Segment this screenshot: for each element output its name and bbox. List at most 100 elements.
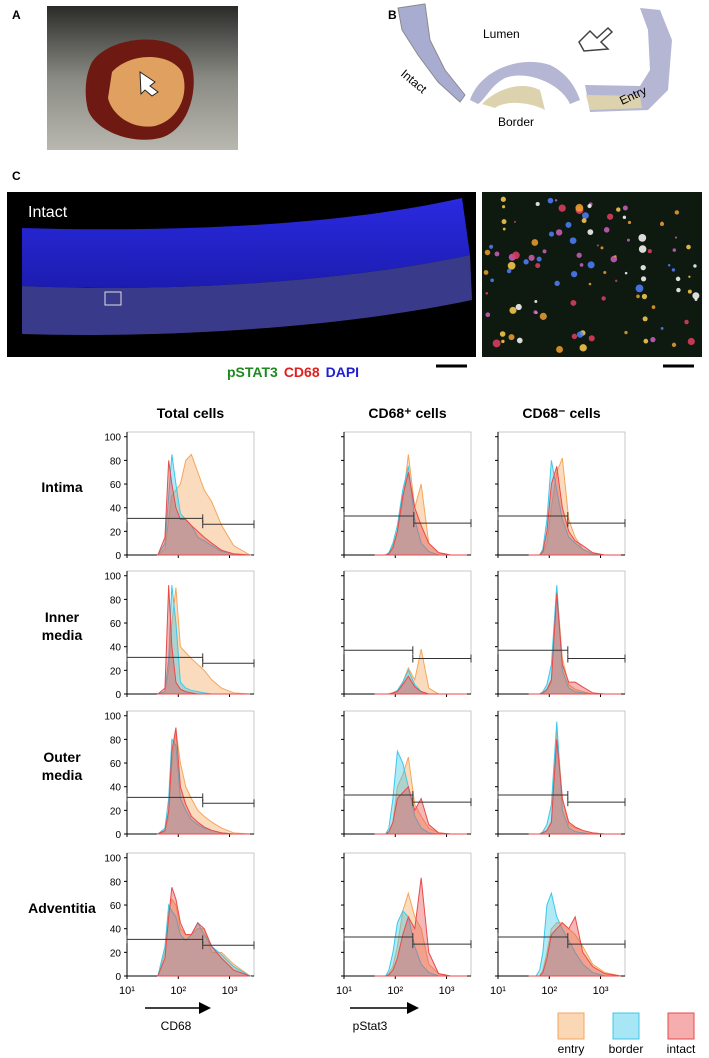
photo-a <box>47 6 238 150</box>
y-tick-label: 0 <box>115 690 121 701</box>
cell-dot <box>684 319 689 325</box>
cell-dot <box>627 220 632 225</box>
y-tick-label: 0 <box>115 830 121 841</box>
gate <box>202 941 255 950</box>
axis-label: pStat3 <box>353 1019 388 1033</box>
histogram-area <box>374 648 467 695</box>
cell-dot <box>513 220 516 223</box>
histogram-area <box>528 891 621 977</box>
y-tick-label: 80 <box>110 877 122 888</box>
cell-dot <box>508 334 515 341</box>
legend-label: border <box>609 1042 644 1056</box>
y-tick-label: 80 <box>110 735 122 746</box>
gate <box>202 520 255 529</box>
cell-dot <box>667 264 671 267</box>
cell-dot <box>535 201 540 207</box>
legend-label: intact <box>667 1042 696 1056</box>
row-label: Inner <box>45 609 80 625</box>
cell-dot <box>588 282 592 286</box>
cell-dot <box>533 310 538 315</box>
histogram-area <box>528 593 621 695</box>
gate <box>343 932 414 941</box>
histogram-area <box>374 472 467 556</box>
y-tick-label: 80 <box>110 456 122 467</box>
cell-dot <box>601 296 606 301</box>
cell-dot <box>693 264 697 268</box>
cell-dot <box>624 330 628 335</box>
cell-dot <box>555 229 563 236</box>
cell-dot <box>569 237 577 245</box>
x-tick-label: 10³ <box>439 985 455 997</box>
row-label: media <box>42 627 83 643</box>
axis-label: CD68 <box>161 1019 192 1033</box>
y-tick-label: 100 <box>104 854 121 865</box>
y-tick-label: 100 <box>104 572 121 583</box>
histogram-area <box>528 721 621 835</box>
cell-dot <box>643 338 649 344</box>
y-tick-label: 40 <box>110 643 122 654</box>
cell-dot <box>554 199 558 202</box>
gate <box>567 519 626 528</box>
histogram-area <box>374 877 467 977</box>
histogram-area <box>157 727 250 835</box>
cell-dot <box>523 259 529 265</box>
cell-dot <box>687 289 692 294</box>
gate <box>412 940 472 949</box>
cell-dot <box>606 213 614 220</box>
diagram-label: Intact <box>398 67 430 97</box>
y-tick-label: 20 <box>110 527 122 538</box>
image-label: Intact <box>28 204 68 221</box>
column-title: CD68⁻ cells <box>522 405 600 421</box>
histogram-area <box>157 587 250 695</box>
cell-dot <box>642 316 648 322</box>
cell-dot <box>501 339 505 344</box>
gate <box>202 659 255 668</box>
cell-dot <box>576 331 584 338</box>
gate <box>343 790 414 799</box>
cell-dot <box>647 249 652 254</box>
cell-dot <box>494 251 500 257</box>
cell-dot <box>674 210 680 215</box>
cell-dot <box>676 287 681 293</box>
cell-dot <box>588 335 595 342</box>
cell-dot <box>671 268 676 272</box>
gate <box>567 940 626 949</box>
cell-dot <box>636 294 640 299</box>
column-title: CD68⁺ cells <box>368 405 446 421</box>
cell-dot <box>651 305 656 309</box>
histogram-area <box>528 585 621 695</box>
cell-dot <box>660 326 664 330</box>
cell-dot <box>603 227 610 233</box>
gate <box>567 654 626 663</box>
gate <box>412 798 472 807</box>
legend-swatch <box>667 1012 695 1040</box>
cell-dot <box>638 245 647 253</box>
cell-dot <box>539 312 547 320</box>
cell-dot <box>582 212 589 220</box>
cell-dot <box>579 344 587 352</box>
histogram-area <box>374 785 467 835</box>
cell-dot <box>506 268 512 274</box>
cell-dot <box>626 238 630 242</box>
y-tick-label: 20 <box>110 666 122 677</box>
histogram-area <box>528 915 622 977</box>
cell-dot <box>616 207 621 212</box>
cell-dot <box>587 229 594 235</box>
legend-swatch <box>612 1012 640 1040</box>
stain-label: pSTAT3 <box>227 364 278 380</box>
y-tick-label: 40 <box>110 783 122 794</box>
cell-dot <box>600 246 604 250</box>
cell-dot <box>492 339 501 348</box>
cell-dot <box>640 264 646 271</box>
stain-label: CD68 <box>284 364 320 380</box>
cell-dot <box>502 227 506 231</box>
cell-dot <box>640 276 647 282</box>
micrograph-c <box>7 192 702 368</box>
cell-dot <box>484 249 491 256</box>
y-tick-label: 40 <box>110 504 122 515</box>
cell-dot <box>587 203 592 209</box>
y-tick-label: 40 <box>110 925 122 936</box>
cell-dot <box>483 270 489 275</box>
y-tick-label: 60 <box>110 901 122 912</box>
histogram-area <box>528 727 621 835</box>
